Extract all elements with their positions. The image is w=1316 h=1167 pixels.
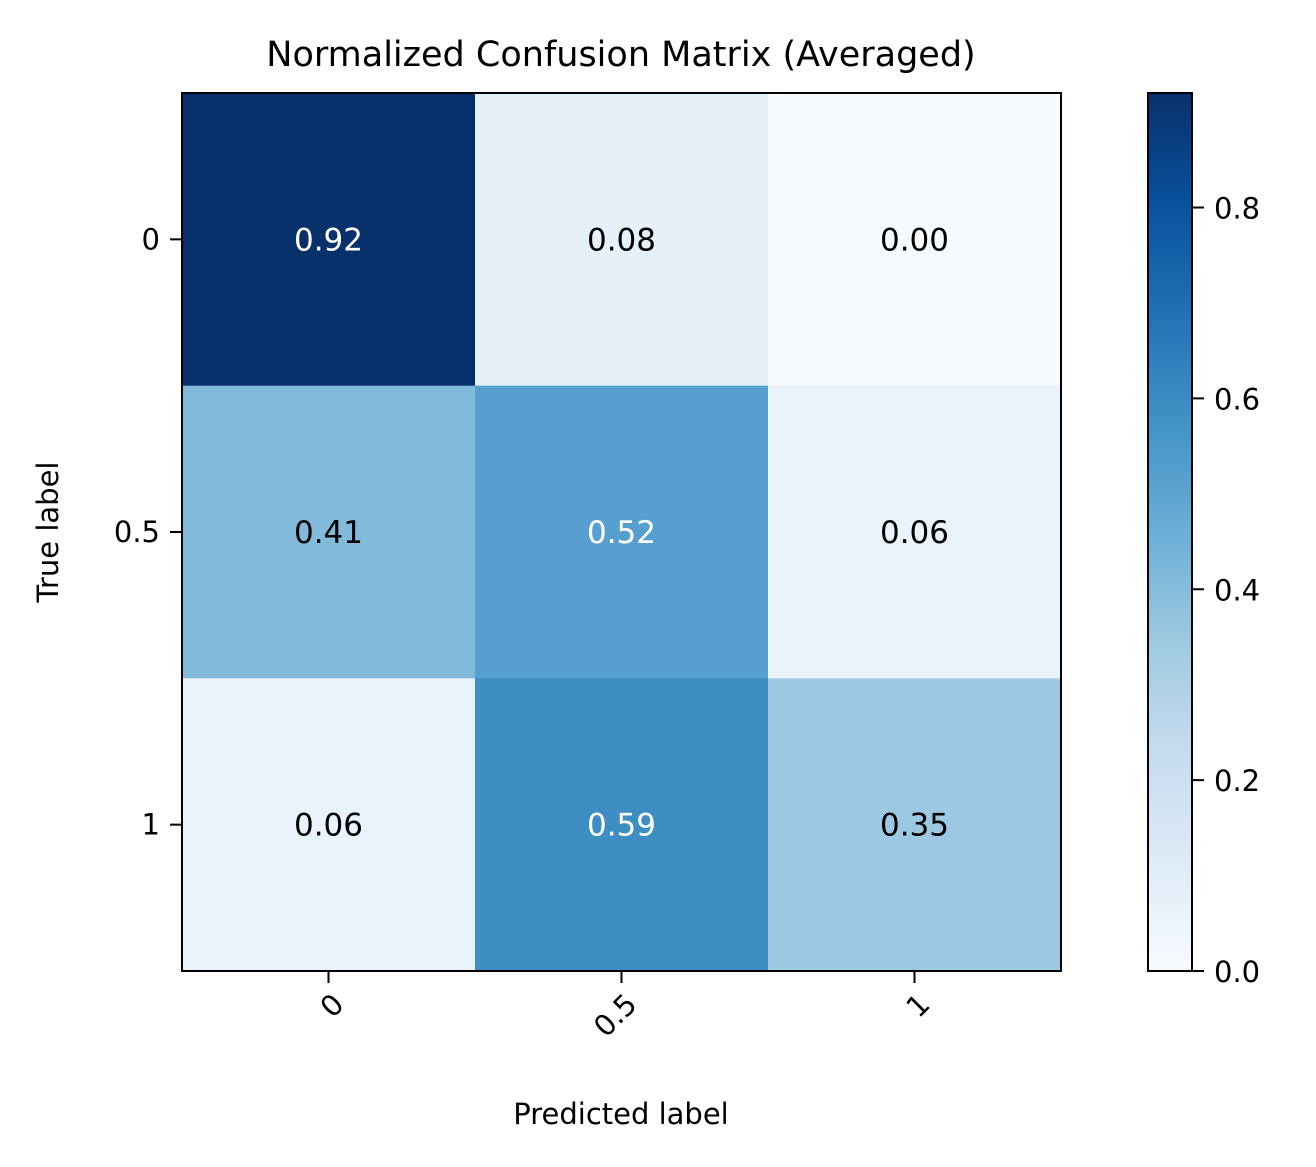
y-axis-ticks: 00.51 — [114, 222, 182, 842]
heatmap-cell — [182, 93, 476, 387]
y-tick-label: 0.5 — [114, 515, 160, 549]
colorbar-tick-label: 0.4 — [1214, 573, 1260, 607]
heatmap-cell — [182, 678, 476, 972]
x-tick-label: 0 — [313, 987, 350, 1024]
heatmap-cell — [475, 385, 769, 679]
x-axis-label: Predicted label — [513, 1097, 729, 1131]
x-axis-ticks: 0 0.5 1 — [313, 971, 937, 1044]
x-tick-label: 1 — [899, 987, 936, 1024]
heatmap-cell-label: 0.00 — [880, 222, 949, 258]
heatmap-cell-label: 0.41 — [294, 515, 363, 551]
y-tick-label: 1 — [142, 808, 160, 842]
heatmap-cell — [768, 678, 1062, 972]
colorbar-tick-label: 0.6 — [1214, 382, 1260, 416]
heatmap-cell-label: 0.52 — [587, 515, 656, 551]
colorbar-gradient — [1147, 92, 1193, 972]
heatmap-cell — [768, 93, 1062, 387]
chart-title: Normalized Confusion Matrix (Averaged) — [266, 35, 975, 75]
heatmap-cell-label: 0.92 — [294, 222, 363, 258]
colorbar-tick-label: 0.8 — [1214, 192, 1260, 226]
heatmap-cell — [475, 93, 769, 387]
colorbar-tick-label: 0.2 — [1214, 764, 1260, 798]
heatmap-cell-label: 0.08 — [587, 222, 656, 258]
colorbar-tick-label: 0.0 — [1214, 955, 1260, 989]
heatmap-cell-label: 0.06 — [880, 515, 949, 551]
heatmap-cell-label: 0.35 — [880, 808, 949, 844]
colorbar: 0.0 0.2 0.4 0.6 0.8 — [1147, 92, 1260, 989]
heatmap-cell — [475, 678, 769, 972]
heatmap-cell — [182, 385, 476, 679]
heatmap-cell-label: 0.06 — [294, 808, 363, 844]
heatmap-cell-label: 0.59 — [587, 808, 656, 844]
heatmap-cells — [182, 93, 1062, 972]
heatmap-cell — [768, 385, 1062, 679]
heatmap-cell-labels: 0.92 0.08 0.00 0.41 0.52 0.06 0.06 0.59 0.35 — [294, 222, 949, 843]
y-axis-label: True label — [31, 462, 65, 604]
x-tick-label: 0.5 — [587, 987, 644, 1044]
y-tick-label: 0 — [142, 222, 160, 256]
